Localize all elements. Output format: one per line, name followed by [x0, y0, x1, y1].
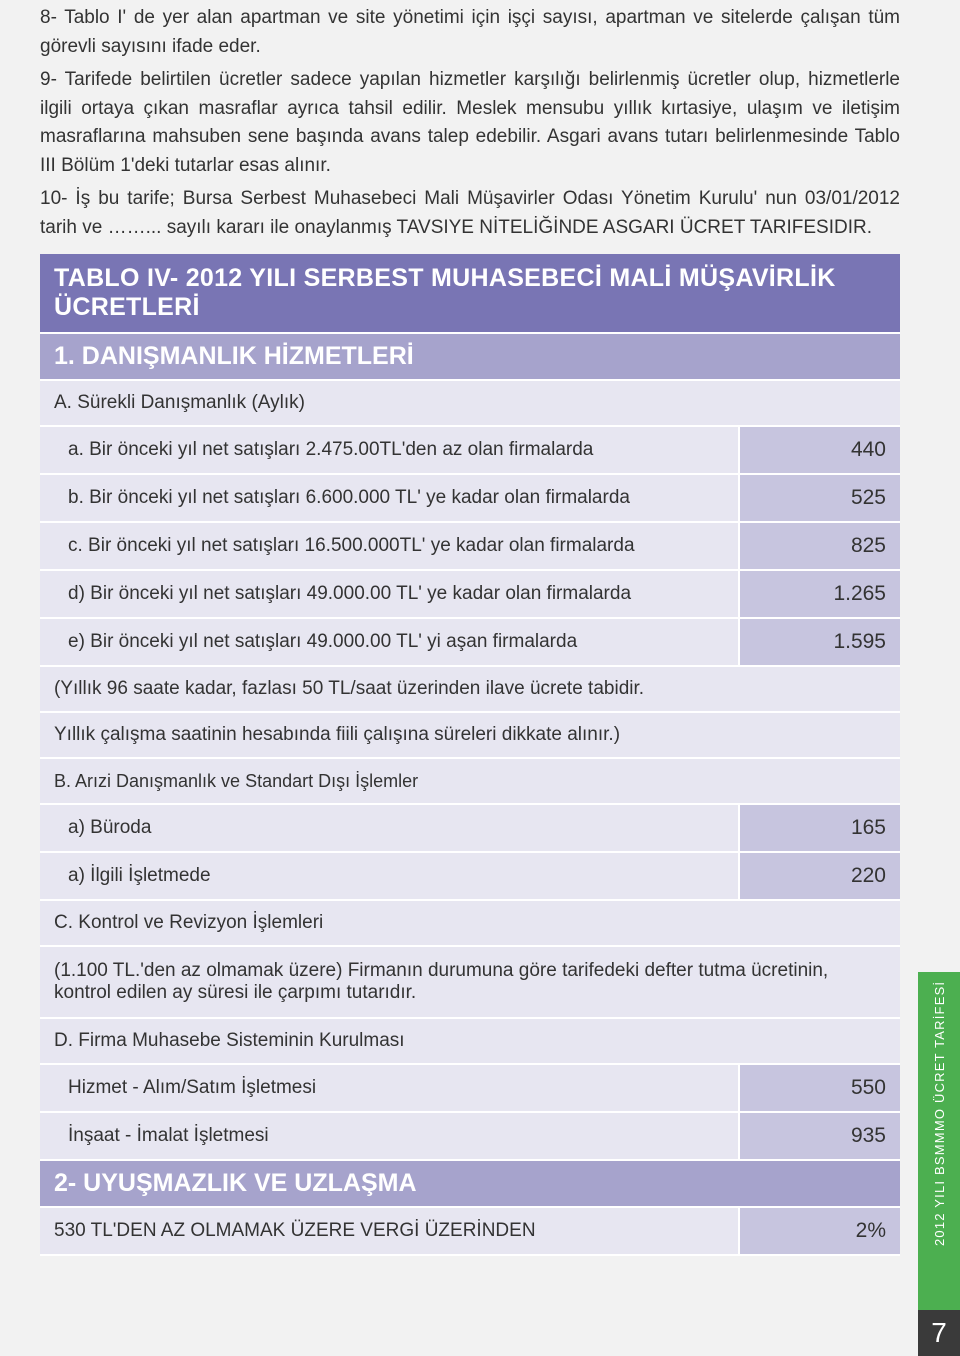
- intro-paragraph-8: 8- Tablo I' de yer alan apartman ve site…: [40, 4, 900, 61]
- row-value: 1.265: [740, 571, 900, 617]
- row-label: a) İlgili İşletmede: [40, 853, 740, 899]
- section-a-title: A. Sürekli Danışmanlık (Aylık): [40, 381, 900, 427]
- table-row: a) Büroda 165: [40, 805, 900, 853]
- table-row: Hizmet - Alım/Satım İşletmesi 550: [40, 1065, 900, 1113]
- row-label: b. Bir önceki yıl net satışları 6.600.00…: [40, 475, 740, 521]
- document-page: 8- Tablo I' de yer alan apartman ve site…: [0, 0, 910, 1356]
- section-a-note-2: Yıllık çalışma saatinin hesabında fiili …: [40, 713, 900, 759]
- section-a-note-1: (Yıllık 96 saate kadar, fazlası 50 TL/sa…: [40, 667, 900, 713]
- table-row: c. Bir önceki yıl net satışları 16.500.0…: [40, 523, 900, 571]
- row-value: 550: [740, 1065, 900, 1111]
- table-row: b. Bir önceki yıl net satışları 6.600.00…: [40, 475, 900, 523]
- table-sub-header-2: 2- UYUŞMAZLIK VE UZLAŞMA: [40, 1161, 900, 1208]
- table-row: a) İlgili İşletmede 220: [40, 853, 900, 901]
- row-label: Hizmet - Alım/Satım İşletmesi: [40, 1065, 740, 1111]
- row-label: c. Bir önceki yıl net satışları 16.500.0…: [40, 523, 740, 569]
- section-c-title: C. Kontrol ve Revizyon İşlemleri: [40, 901, 900, 947]
- table-row: d) Bir önceki yıl net satışları 49.000.0…: [40, 571, 900, 619]
- table-row: İnşaat - İmalat İşletmesi 935: [40, 1113, 900, 1161]
- row-value: 525: [740, 475, 900, 521]
- intro-paragraph-10: 10- İş bu tarife; Bursa Serbest Muhasebe…: [40, 185, 900, 242]
- row-value: 440: [740, 427, 900, 473]
- page-number: 7: [918, 1310, 960, 1356]
- section-c-note: (1.100 TL.'den az olmamak üzere) Firmanı…: [40, 947, 900, 1019]
- row-value: 825: [740, 523, 900, 569]
- sidebar-text: 2012 YILI BSMMMO ÜCRET TARİFESİ: [932, 986, 947, 1246]
- row-label: e) Bir önceki yıl net satışları 49.000.0…: [40, 619, 740, 665]
- table-row: a. Bir önceki yıl net satışları 2.475.00…: [40, 427, 900, 475]
- row-value: 2%: [740, 1208, 900, 1254]
- row-label: 530 TL'DEN AZ OLMAMAK ÜZERE VERGİ ÜZERİN…: [40, 1208, 740, 1254]
- section-d-title: D. Firma Muhasebe Sisteminin Kurulması: [40, 1019, 900, 1065]
- table-row: e) Bir önceki yıl net satışları 49.000.0…: [40, 619, 900, 667]
- section-b-title: B. Arızi Danışmanlık ve Standart Dışı İş…: [40, 759, 900, 805]
- intro-paragraph-9: 9- Tarifede belirtilen ücretler sadece y…: [40, 66, 900, 180]
- table-sub-header-1: 1. DANIŞMANLIK HİZMETLERİ: [40, 334, 900, 381]
- row-label: d) Bir önceki yıl net satışları 49.000.0…: [40, 571, 740, 617]
- table-main-header: TABLO IV- 2012 YILI SERBEST MUHASEBECİ M…: [40, 254, 900, 334]
- row-value: 220: [740, 853, 900, 899]
- row-label: İnşaat - İmalat İşletmesi: [40, 1113, 740, 1159]
- sidebar-label: 2012 YILI BSMMMO ÜCRET TARİFESİ: [918, 972, 960, 1310]
- row-value: 1.595: [740, 619, 900, 665]
- row-value: 165: [740, 805, 900, 851]
- row-value: 935: [740, 1113, 900, 1159]
- intro-text-block: 8- Tablo I' de yer alan apartman ve site…: [40, 4, 900, 242]
- row-label: a. Bir önceki yıl net satışları 2.475.00…: [40, 427, 740, 473]
- table-row: 530 TL'DEN AZ OLMAMAK ÜZERE VERGİ ÜZERİN…: [40, 1208, 900, 1256]
- row-label: a) Büroda: [40, 805, 740, 851]
